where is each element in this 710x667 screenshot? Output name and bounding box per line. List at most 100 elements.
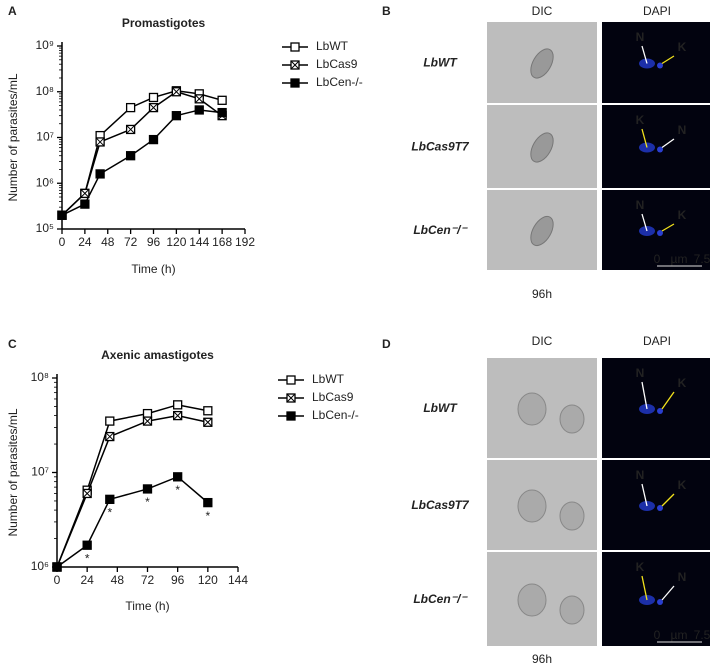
marker: [203, 497, 213, 508]
legend-label: LbCas9: [312, 390, 354, 404]
cell: [559, 404, 585, 434]
marker: [194, 105, 204, 115]
organelle-label: K: [678, 208, 687, 222]
row-label: LbCas9T7: [411, 140, 470, 154]
x-tick-label: 120: [166, 235, 186, 249]
marker: [148, 134, 159, 145]
marker: [52, 562, 62, 572]
x-axis-label: Time (h): [125, 599, 169, 613]
y-axis-label: Number of parasites/mL: [6, 408, 20, 536]
marker: [105, 494, 115, 504]
marker-cross: [95, 137, 105, 147]
legend-label: LbCen-/-: [312, 408, 359, 422]
kinetoplast: [657, 146, 663, 153]
y-tick-label: 10⁷: [31, 465, 49, 479]
marker: [82, 540, 92, 550]
kinetoplast: [657, 505, 663, 511]
marker: [203, 406, 213, 416]
column-header: DAPI: [643, 4, 671, 18]
marker: [286, 411, 296, 421]
row-label: LbCen⁻/⁻: [413, 223, 468, 237]
x-tick-label: 144: [228, 573, 248, 587]
x-tick-label: 192: [235, 235, 255, 249]
x-tick-label: 144: [189, 235, 209, 249]
column-header: DIC: [532, 334, 553, 348]
pointer: [641, 128, 648, 148]
organelle-label: N: [636, 366, 645, 380]
pointer: [661, 585, 675, 601]
marker-cross: [173, 411, 183, 420]
row-label: LbCas9T7: [411, 498, 470, 512]
kinetoplast: [657, 230, 663, 236]
marker: [173, 400, 183, 410]
marker: [286, 375, 296, 385]
x-tick-label: 120: [198, 573, 218, 587]
marker-cross: [172, 87, 181, 97]
dapi-image: [602, 460, 710, 550]
y-tick-label: 10⁸: [31, 370, 49, 384]
timepoint: 96h: [532, 287, 552, 301]
row-label: LbWT: [423, 401, 458, 415]
marker-cross: [290, 60, 300, 70]
panel-label: A: [8, 4, 17, 18]
scale-label: 7.5: [694, 252, 710, 266]
series-line: [61, 109, 223, 216]
y-tick-label: 10⁹: [36, 38, 55, 52]
organelle-label: K: [636, 113, 645, 127]
pointer: [661, 223, 675, 232]
marker: [290, 42, 300, 52]
pointer: [661, 138, 675, 149]
legend-label: LbCas9: [316, 57, 358, 71]
x-axis-label: Time (h): [131, 262, 175, 276]
row-label: LbCen⁻/⁻: [413, 592, 468, 606]
pointer: [641, 45, 648, 64]
scale-label: µm: [671, 628, 688, 642]
column-header: DAPI: [643, 334, 671, 348]
legend-label: LbWT: [316, 39, 349, 53]
series-line: [56, 414, 208, 568]
pointer: [641, 575, 648, 601]
cell: [517, 489, 547, 523]
panel-label: D: [382, 337, 391, 351]
row-label: LbWT: [423, 56, 458, 70]
marker-cross: [105, 432, 115, 441]
series-line: [56, 475, 209, 568]
x-tick-label: 72: [124, 235, 138, 249]
marker-cross: [82, 489, 92, 498]
marker: [171, 111, 182, 121]
y-axis-label: Number of parasites/mL: [6, 73, 20, 201]
kinetoplast: [657, 62, 663, 69]
x-tick-label: 24: [78, 235, 92, 249]
scale-label: 7.5: [694, 628, 710, 642]
kinetoplast: [657, 599, 663, 605]
marker-cross: [203, 417, 213, 427]
legend-label: LbCen-/-: [316, 75, 363, 89]
significance: *: [145, 495, 150, 509]
x-tick-label: 24: [80, 573, 94, 587]
pointer: [661, 391, 675, 410]
x-tick-label: 96: [147, 235, 161, 249]
marker: [80, 199, 90, 209]
organelle-label: K: [636, 560, 645, 574]
organelle-label: N: [636, 198, 645, 212]
y-tick-label: 10⁸: [36, 84, 54, 98]
pointer: [661, 493, 675, 507]
dapi-image: [602, 552, 710, 646]
pointer: [641, 213, 648, 232]
marker: [217, 95, 227, 105]
marker: [142, 484, 153, 494]
organelle-label: K: [678, 478, 687, 492]
cell: [530, 215, 554, 247]
timepoint: 96h: [532, 652, 552, 666]
pointer: [661, 55, 675, 65]
significance: *: [85, 551, 90, 565]
organelle-label: K: [678, 376, 687, 390]
legend-label: LbWT: [312, 372, 345, 386]
x-tick-label: 0: [59, 235, 66, 249]
significance: *: [175, 483, 180, 497]
column-header: DIC: [532, 4, 553, 18]
organelle-label: N: [678, 123, 687, 137]
marker: [125, 151, 136, 161]
organelle-label: K: [678, 40, 687, 54]
